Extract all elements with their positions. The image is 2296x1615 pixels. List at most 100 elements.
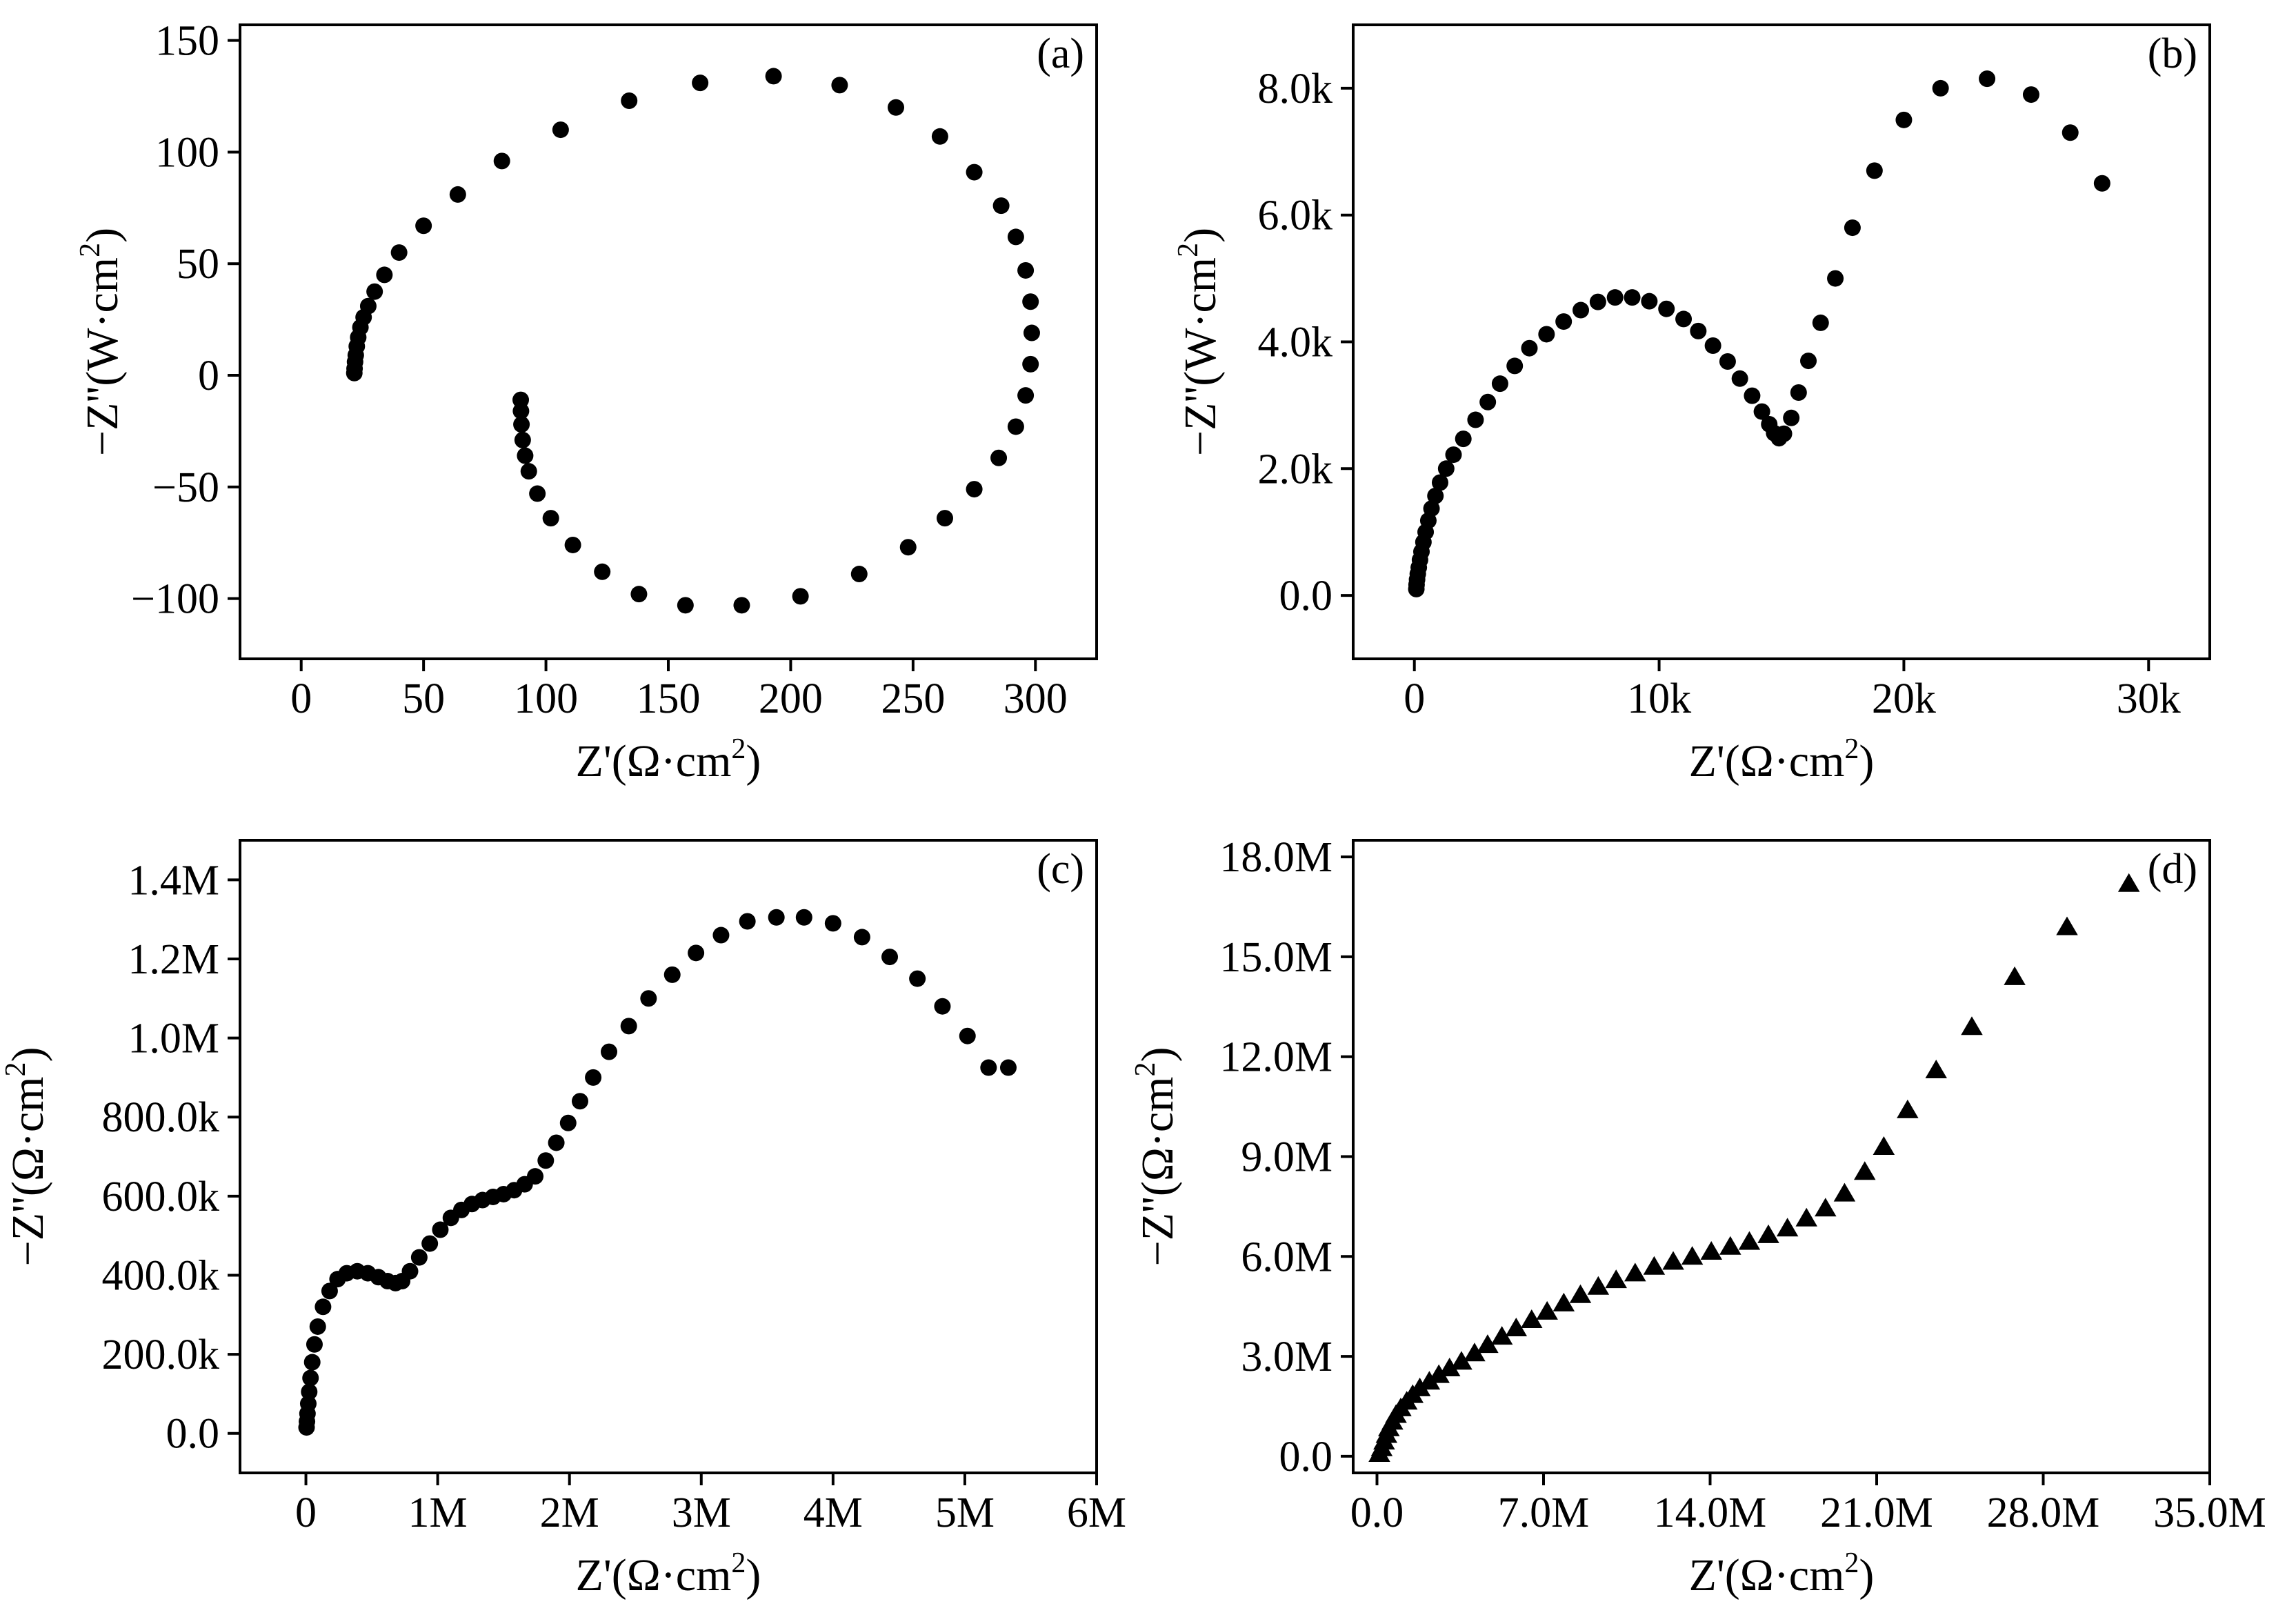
y-tick-label: 18.0M — [1219, 834, 1332, 881]
data-point — [1605, 1269, 1627, 1289]
data-point — [1873, 1136, 1895, 1156]
x-tick-label: 150 — [637, 675, 701, 722]
data-point — [881, 949, 899, 966]
data-point — [1007, 418, 1024, 435]
y-tick-label: 6.0M — [1241, 1233, 1332, 1280]
data-point — [542, 510, 559, 527]
data-point — [677, 597, 694, 614]
data-point — [548, 1134, 565, 1151]
data-point — [824, 915, 841, 932]
data-point — [306, 1336, 323, 1353]
data-point — [1428, 1364, 1450, 1383]
data-point — [1553, 1292, 1575, 1311]
data-point — [520, 463, 537, 480]
data-point — [768, 909, 785, 926]
data-point — [410, 1249, 428, 1266]
y-tick-label: −100 — [131, 576, 219, 623]
data-point — [1023, 324, 1040, 341]
data-point — [936, 510, 953, 527]
data-point — [1506, 357, 1524, 375]
data-point — [1455, 430, 1472, 448]
y-tick-label: 8.0k — [1258, 66, 1333, 112]
data-point — [795, 909, 812, 926]
x-tick-label: 4M — [803, 1489, 863, 1536]
data-point — [493, 152, 510, 170]
data-point — [1753, 403, 1770, 420]
data-point — [1897, 1099, 1919, 1118]
data-point — [966, 481, 983, 498]
data-point — [1589, 293, 1606, 310]
data-point — [2022, 86, 2039, 103]
data-point — [421, 1235, 439, 1252]
y-tick-label: −50 — [152, 464, 219, 511]
panel-label: (d) — [2148, 846, 2197, 893]
data-point — [1854, 1161, 1876, 1180]
panel-label: (b) — [2148, 30, 2197, 77]
data-point — [1505, 1318, 1528, 1337]
data-point — [321, 1282, 338, 1300]
data-point — [966, 164, 983, 181]
data-point — [1658, 300, 1675, 317]
data-point — [537, 1152, 555, 1169]
data-point — [1490, 1326, 1513, 1345]
y-tick-label: 0 — [198, 353, 219, 399]
data-point — [1844, 219, 1861, 237]
y-tick-label: 0.0 — [166, 1411, 220, 1458]
y-tick-label: 600.0k — [102, 1173, 220, 1220]
data-point — [990, 449, 1008, 466]
x-tick-label: 6M — [1067, 1489, 1126, 1536]
data-point — [529, 485, 546, 502]
data-point — [1925, 1060, 1947, 1079]
x-tick-label: 5M — [935, 1489, 995, 1536]
panel-label: (c) — [1037, 846, 1084, 893]
data-point — [692, 75, 709, 92]
data-point — [621, 92, 638, 110]
y-tick-label: 50 — [177, 241, 219, 288]
x-tick-label: 21.0M — [1820, 1489, 1933, 1536]
plot-frame — [239, 839, 1098, 1474]
data-point — [1681, 1246, 1704, 1265]
x-tick-label: 50 — [402, 675, 445, 722]
data-point — [1427, 487, 1444, 504]
y-tick-label: 4.0k — [1258, 319, 1333, 366]
data-point — [449, 186, 466, 203]
data-point — [514, 431, 531, 448]
data-point — [359, 297, 377, 315]
data-point — [559, 1114, 577, 1131]
data-point — [571, 1093, 588, 1110]
data-point — [899, 539, 917, 556]
data-point — [980, 1059, 997, 1076]
x-tick-label: 30k — [2117, 675, 2181, 722]
y-tick-label: 100 — [155, 129, 219, 176]
y-tick-label: 9.0M — [1241, 1134, 1332, 1181]
data-point — [1418, 1371, 1441, 1390]
data-point — [1895, 111, 1913, 128]
x-tick-label: 3M — [672, 1489, 731, 1536]
plot-frame — [239, 23, 1098, 660]
data-point — [1606, 289, 1624, 306]
data-point — [376, 266, 393, 284]
data-point — [1624, 1262, 1646, 1282]
data-point — [432, 1221, 449, 1238]
data-point — [1521, 1309, 1543, 1328]
data-point — [620, 1018, 637, 1035]
data-point — [1800, 353, 1817, 370]
data-point — [1624, 289, 1641, 306]
data-point — [315, 1298, 332, 1316]
data-point — [1022, 355, 1039, 373]
x-tick-label: 200 — [759, 675, 823, 722]
data-point — [1464, 1342, 1486, 1362]
x-axis-label: Z'(Ω·cm2) — [1689, 1547, 1875, 1601]
y-axis-label: −Z''(W·cm2) — [1172, 228, 1226, 456]
data-point — [1979, 70, 1996, 88]
data-point — [1700, 1241, 1722, 1260]
data-point — [564, 536, 581, 553]
data-point — [1445, 446, 1462, 464]
data-point — [959, 1027, 976, 1044]
data-point — [888, 99, 905, 116]
data-point — [1007, 228, 1024, 246]
data-point — [415, 217, 432, 235]
data-point — [1961, 1016, 1983, 1036]
data-point — [663, 966, 681, 983]
